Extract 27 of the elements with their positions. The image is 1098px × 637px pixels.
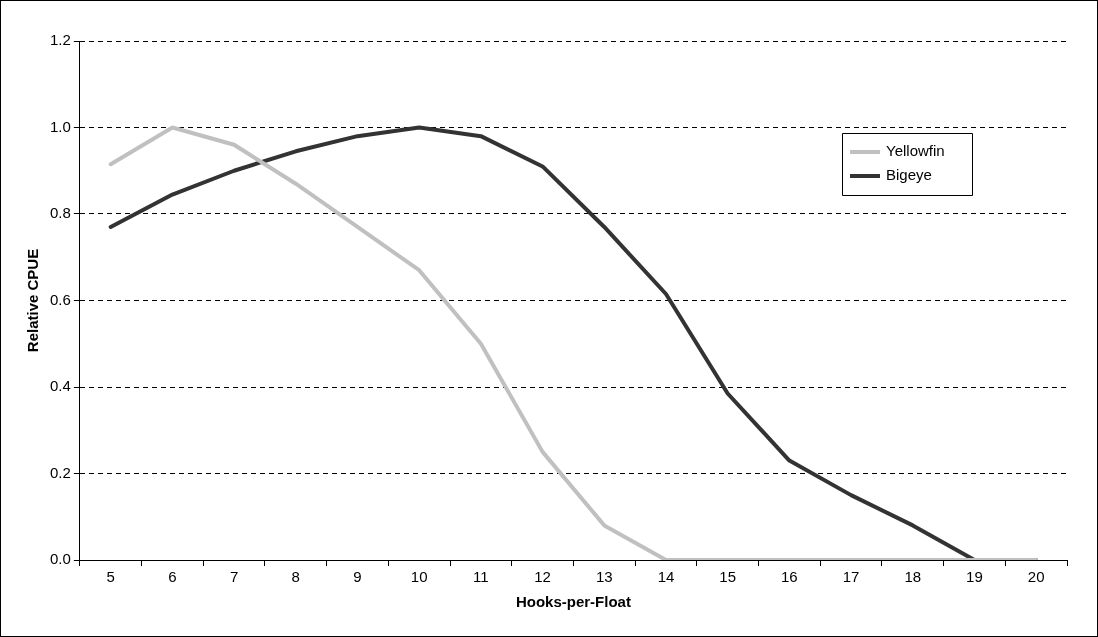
y-tick-label: 1.0	[49, 117, 71, 135]
x-tick-label: 13	[595, 568, 613, 586]
y-tick-label: 0.2	[49, 463, 71, 481]
y-tick-label: 0.8	[49, 204, 71, 222]
x-tick-label: 17	[842, 568, 860, 586]
x-tick-label: 10	[410, 568, 428, 586]
y-tick-label: 0.4	[49, 377, 71, 395]
x-tick-label: 5	[106, 568, 115, 586]
x-tick-label: 15	[719, 568, 737, 586]
y-axis-title: Relative CPUE	[24, 248, 42, 353]
x-tick-label: 18	[904, 568, 922, 586]
y-tick-label: 0.0	[49, 550, 71, 568]
x-tick-label: 12	[534, 568, 551, 586]
y-tick-label: 1.2	[49, 31, 71, 49]
x-tick-label: 19	[966, 568, 983, 586]
legend-label: Bigeye	[886, 166, 932, 184]
x-axis-title: Hooks-per-Float	[515, 593, 631, 611]
x-tick-label: 14	[657, 568, 675, 586]
legend-label: Yellowfin	[886, 142, 945, 160]
x-tick-label: 9	[353, 568, 362, 586]
x-tick-label: 11	[473, 568, 489, 586]
x-tick-label: 7	[229, 568, 239, 586]
x-tick-label: 6	[168, 568, 177, 586]
y-tick-label: 0.6	[49, 290, 71, 308]
x-tick-label: 16	[781, 568, 798, 586]
x-tick-label: 8	[291, 568, 300, 586]
x-tick-label: 20	[1027, 568, 1045, 586]
